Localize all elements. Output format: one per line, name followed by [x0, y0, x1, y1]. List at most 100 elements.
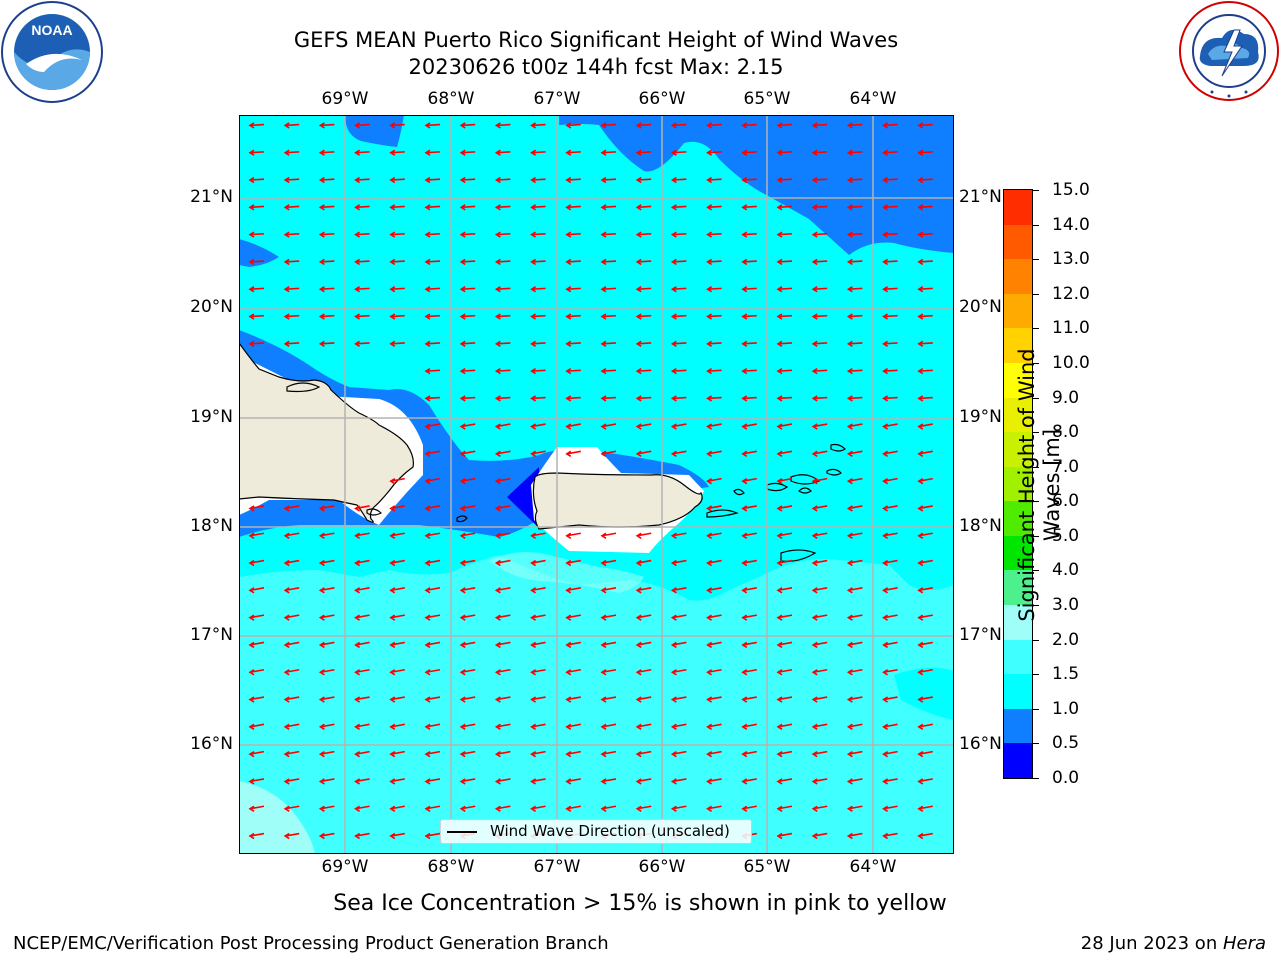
wind-wave-arrow [846, 395, 863, 402]
wind-wave-arrow [530, 532, 546, 539]
wind-wave-arrow [565, 587, 581, 594]
wind-wave-arrow [917, 587, 933, 594]
wind-wave-arrow [706, 367, 722, 375]
wind-wave-arrow [530, 313, 546, 320]
wind-wave-arrow [354, 340, 370, 347]
lon-label-bottom: 67°W [533, 857, 581, 877]
wind-wave-arrow [776, 559, 793, 567]
wind-wave-arrow [635, 696, 652, 703]
wind-wave-arrow [494, 367, 511, 375]
wind-wave-arrow [389, 204, 405, 211]
wind-wave-arrow [424, 395, 441, 402]
wind-wave-arrow [565, 395, 581, 402]
wind-wave-arrow [670, 750, 687, 758]
wind-wave-arrow [776, 149, 793, 156]
colorbar-segment [1004, 569, 1032, 606]
wind-wave-arrow [389, 668, 405, 676]
wind-wave-arrow [846, 477, 863, 485]
wind-wave-arrow [741, 149, 757, 156]
colorbar-label: Significant Height of Wind Waves [m] [1015, 345, 1065, 625]
wind-wave-arrow [811, 204, 828, 211]
wind-wave-arrow [424, 477, 441, 485]
wind-wave-arrow [248, 176, 265, 184]
land-puerto-rico [532, 472, 703, 530]
wind-wave-arrow [882, 450, 898, 458]
wind-wave-arrow [459, 696, 476, 703]
wind-wave-arrow [811, 805, 828, 812]
wind-wave-arrow [741, 505, 757, 512]
wind-wave-arrow [283, 231, 300, 238]
wind-wave-arrow [600, 340, 617, 347]
wind-wave-arrow [811, 286, 828, 293]
wind-wave-arrow [459, 204, 476, 211]
wind-wave-arrow [354, 505, 370, 512]
wind-wave-arrow [776, 286, 793, 293]
wind-wave-arrow [741, 340, 757, 347]
wind-wave-arrow [600, 696, 617, 703]
wind-wave-arrow [811, 559, 828, 567]
wind-wave-arrow [776, 641, 793, 649]
wind-wave-arrow [670, 258, 687, 266]
wind-wave-arrow [424, 340, 441, 347]
wind-wave-arrow [670, 614, 687, 621]
wind-wave-arrow [494, 805, 511, 812]
wind-wave-arrow [811, 477, 828, 485]
colorbar-tick-label: 0.5 [1052, 733, 1080, 754]
wind-wave-arrow [283, 204, 300, 211]
wind-wave-arrow [670, 313, 687, 320]
wind-wave-arrow [811, 340, 828, 347]
wind-wave-arrow [459, 805, 476, 812]
legend-label: Wind Wave Direction (unscaled) [490, 822, 730, 840]
wind-wave-arrow [846, 614, 863, 621]
wind-wave-arrow [776, 258, 793, 266]
colorbar-segment [1004, 466, 1032, 502]
lat-label-right: 20°N [959, 297, 1002, 317]
colorbar-tick-mark [1033, 328, 1039, 330]
wind-wave-arrow [530, 423, 546, 430]
wind-wave-arrow [846, 340, 863, 347]
wind-wave-arrow [530, 286, 546, 293]
wind-wave-arrow [354, 696, 370, 703]
wind-wave-arrow [917, 231, 933, 238]
wind-wave-arrow [424, 423, 441, 430]
wind-wave-arrow [917, 532, 933, 539]
wind-wave-arrow [846, 423, 863, 430]
wind-wave-arrow [706, 723, 722, 731]
wind-wave-arrow [600, 313, 617, 320]
nws-logo [1178, 0, 1280, 102]
wind-wave-arrow [318, 668, 335, 676]
wind-wave-arrow [917, 641, 933, 649]
wind-wave-arrow [354, 286, 370, 293]
colorbar-tick-label: 2.0 [1052, 629, 1080, 650]
wind-wave-arrow [776, 723, 793, 731]
wind-wave-arrow [459, 477, 476, 485]
wind-wave-arrow [917, 750, 933, 758]
colorbar-tick-mark [1033, 674, 1039, 676]
colorbar-tick-label: 5.0 [1052, 525, 1080, 546]
wind-wave-arrow [882, 723, 898, 731]
wind-wave-arrow [670, 122, 687, 129]
wind-wave-arrow [811, 641, 828, 649]
wind-wave-arrow [459, 614, 476, 621]
colorbar-segment [1004, 673, 1032, 709]
wind-wave-arrow [565, 286, 581, 293]
wind-wave-arrow [565, 696, 581, 703]
colorbar-tick-label: 1.0 [1052, 698, 1080, 719]
wind-wave-arrow [494, 286, 511, 293]
land-small-islets-w [286, 382, 383, 516]
wind-wave-arrow [389, 286, 405, 293]
wind-wave-arrow [459, 149, 476, 156]
wind-wave-arrow [882, 750, 898, 758]
wind-wave-arrow [635, 750, 652, 758]
wind-wave-arrow [494, 750, 511, 758]
wind-wave-arrow [811, 587, 828, 594]
wind-wave-arrow [318, 532, 335, 539]
wind-wave-arrow [283, 313, 300, 320]
wind-wave-arrow [776, 231, 793, 238]
wind-wave-arrow [248, 286, 265, 293]
wind-wave-arrow [283, 696, 300, 703]
wind-wave-arrow [706, 340, 722, 347]
wind-wave-arrow [530, 367, 546, 375]
colorbar-segment [1004, 293, 1032, 329]
wind-wave-arrow [670, 423, 687, 430]
